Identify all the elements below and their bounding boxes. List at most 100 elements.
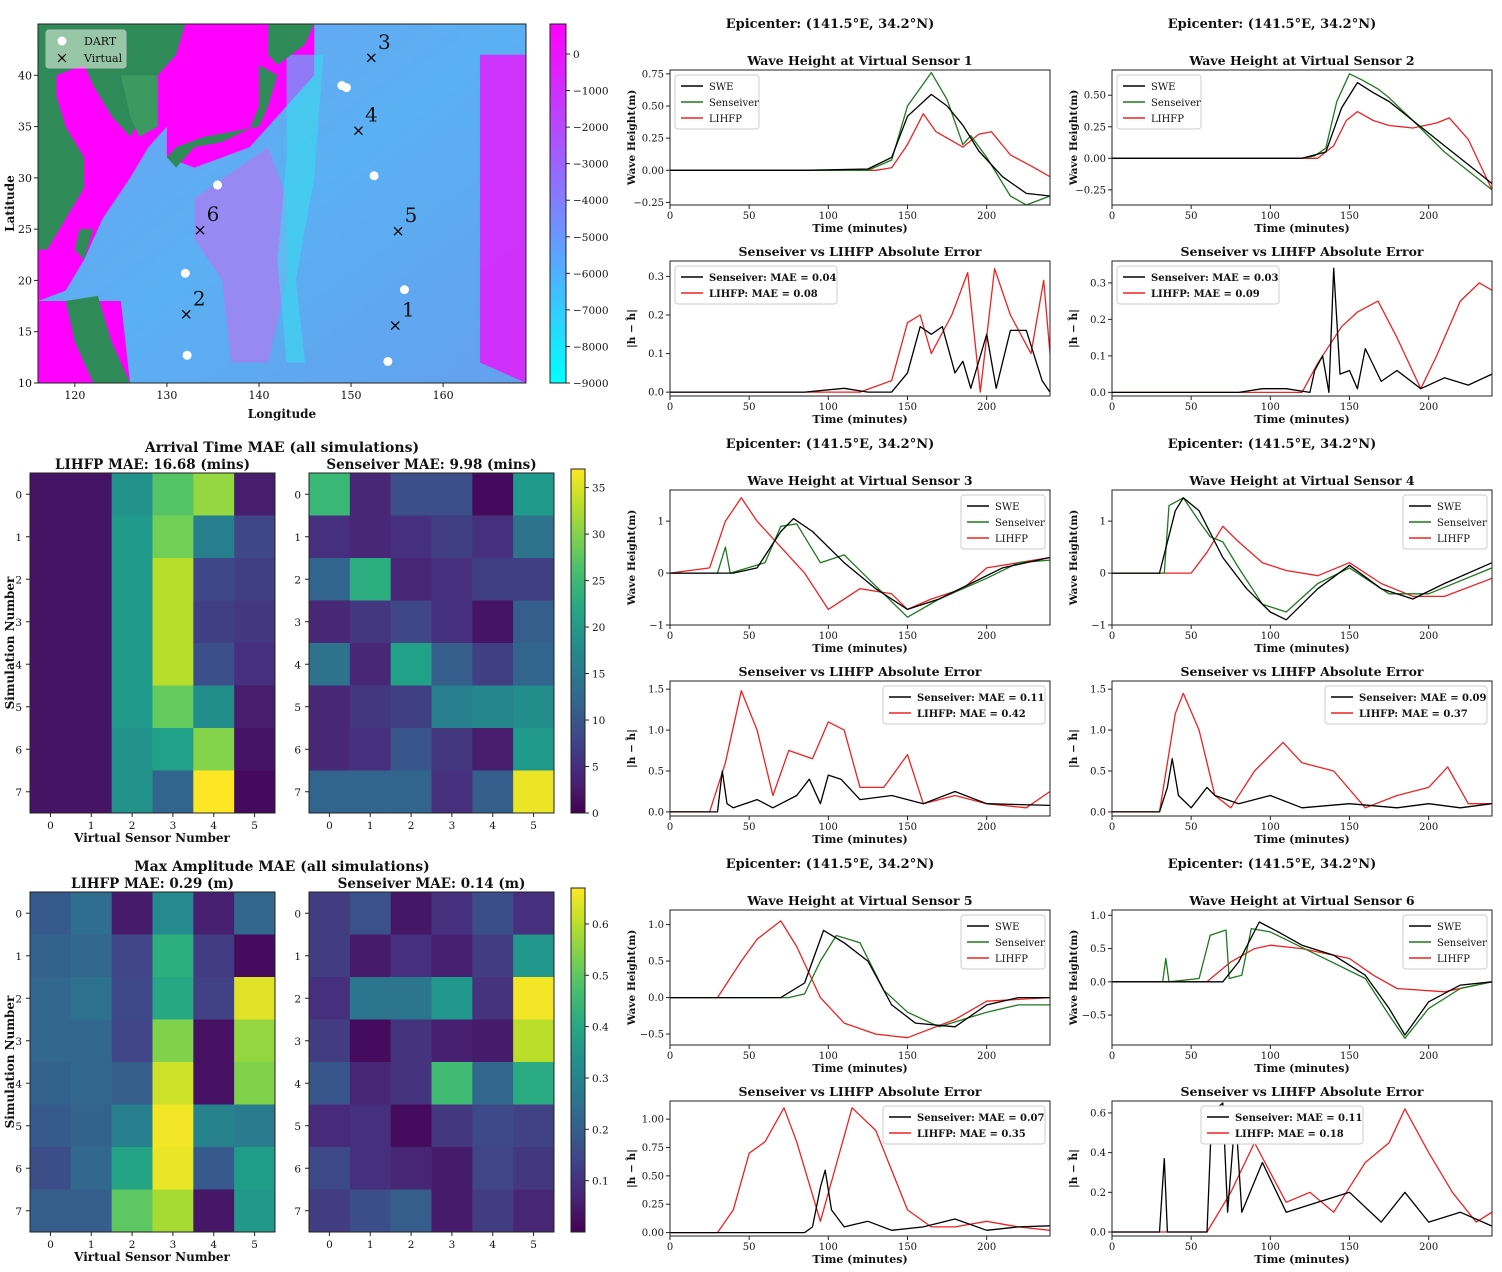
- heatmap-frame: [29, 891, 276, 1233]
- senseiver-error-line: [670, 325, 1050, 393]
- plot-legend: Senseiver: MAE = 0.04 LIHFP: MAE = 0.08: [674, 265, 838, 305]
- heatmap-cell: [349, 643, 391, 686]
- senseiver-error-line: [1112, 1102, 1492, 1233]
- y-tick-label: −1: [1091, 621, 1106, 632]
- swe-line: [670, 929, 1050, 1028]
- x-tick-label: 200: [1419, 822, 1438, 833]
- heatmap-cell: [70, 515, 112, 559]
- heatmap-cell: [70, 977, 112, 1020]
- x-tick-label: 100: [1261, 822, 1280, 833]
- heatmap-cell: [513, 558, 555, 601]
- legend-box: [1200, 1105, 1364, 1145]
- cb-tick-label: −3000: [573, 159, 609, 171]
- swe-line: [670, 517, 1050, 611]
- plot-title: Wave Height at Virtual Sensor 2: [1188, 53, 1414, 68]
- x-tick-label: 100: [1261, 211, 1280, 222]
- plot-area: [1112, 921, 1492, 1039]
- y-tick-label: 1.5: [1090, 685, 1106, 696]
- heatmap-cell: [513, 685, 555, 729]
- legend-box: [1116, 265, 1280, 305]
- heatmap-cell: [30, 770, 72, 814]
- y-tick-label: 0: [658, 569, 664, 580]
- legend-label: LIHFP: [709, 114, 742, 125]
- heatmap-xlabel: Virtual Sensor Number: [73, 831, 230, 845]
- y-tick-label: 0: [15, 489, 22, 501]
- x-tick-label: 1: [88, 820, 95, 832]
- legend-label: LIHFP: [1151, 114, 1184, 125]
- plot-ylabel: |h − ĥ|: [624, 1149, 638, 1188]
- plot-title: Wave Height at Virtual Sensor 6: [1188, 893, 1415, 908]
- legend-label: SWE: [995, 502, 1019, 513]
- heatmap-cell: [513, 1104, 555, 1148]
- x-tick-label: 3: [170, 1239, 177, 1251]
- plot-xlabel: Time (minutes): [1254, 833, 1349, 846]
- heatmap-cell: [309, 643, 351, 686]
- heatmap-cell: [390, 473, 432, 516]
- legend-label: LIHFP: [1437, 954, 1470, 965]
- land-honshu: [166, 65, 278, 168]
- heatmap-cell: [234, 643, 276, 686]
- lihfp-line: [670, 113, 1050, 178]
- y-tick-label: −0.25: [1075, 185, 1106, 196]
- heatmap-cell: [390, 1062, 432, 1105]
- senseiver-line: [670, 934, 1050, 1028]
- heatmap-cell: [309, 1019, 351, 1063]
- heatmap-cell: [111, 892, 153, 935]
- y-tick-label: 1.0: [1090, 911, 1106, 922]
- heatmap-cell: [193, 1019, 235, 1063]
- heatmap-cell: [152, 1062, 194, 1105]
- plot-xlabel: Time (minutes): [812, 222, 907, 235]
- heatmap-cell: [431, 558, 473, 601]
- y-tick-label: 7: [15, 1206, 22, 1218]
- line-plot: Wave Height at Virtual Sensor 3 0 50 100 150…: [626, 473, 1051, 655]
- plot-title: Wave Height at Virtual Sensor 5: [746, 893, 972, 908]
- plot-ylabel: Wave Height(m): [626, 930, 638, 1027]
- heatmap-cell: [111, 1189, 153, 1233]
- heatmap-cell: [30, 1062, 72, 1105]
- legend-label: Senseiver: [995, 518, 1045, 529]
- plot-area: [1112, 1102, 1492, 1233]
- heatmap-frame: [29, 472, 276, 814]
- heatmap-cell: [152, 558, 194, 601]
- heatmap-cell: [349, 934, 391, 978]
- x-tick-label: 200: [1419, 211, 1438, 222]
- heatmap-cell: [152, 1147, 194, 1190]
- heatmap-cell: [152, 1189, 194, 1233]
- x-tick-label: 4: [489, 820, 496, 832]
- plot-ylabel: |h − ĥ|: [1066, 729, 1080, 768]
- heatmap-cell: [390, 558, 432, 601]
- x-tick-label: 200: [977, 402, 996, 413]
- cb-tick-label: −4000: [573, 195, 609, 207]
- y-tick-label: 2: [294, 993, 301, 1005]
- heatmap-xlabel: Virtual Sensor Number: [73, 1250, 230, 1264]
- plot-area: [1112, 267, 1492, 394]
- sensor-panel-4: Epicenter: (141.5°E, 34.2°N) Wave Height …: [1066, 437, 1493, 846]
- heatmap-cell: [513, 977, 555, 1020]
- map-ylabel: Latitude: [3, 175, 17, 232]
- plot-frame: [669, 489, 1051, 626]
- heatmap-cell: [152, 770, 194, 814]
- virtual-marker: [195, 225, 205, 235]
- x-tick-label: 1: [367, 1239, 374, 1251]
- heatmap-cell: [30, 558, 72, 601]
- x-tick-label: 4: [489, 1239, 496, 1251]
- legend-label: Senseiver: MAE = 0.11: [917, 693, 1044, 704]
- legend-dart-marker: [57, 36, 67, 46]
- x-tick-label: 0: [1109, 1051, 1115, 1062]
- x-tick-label: 100: [819, 822, 838, 833]
- heatmap-cell: [152, 1019, 194, 1063]
- heatmap-cell: [513, 770, 555, 814]
- heatmap-cell: [152, 728, 194, 771]
- heatmap-cell: [234, 1189, 276, 1233]
- x-tick-label: 150: [898, 822, 917, 833]
- plot-frame: [669, 1100, 1051, 1237]
- y-tick-label: −0.5: [640, 1030, 664, 1041]
- heatmap-cell: [111, 770, 153, 814]
- heatmap-cell: [309, 473, 351, 516]
- legend-label: SWE: [1437, 922, 1461, 933]
- heatmap-cell: [390, 515, 432, 559]
- x-tick-label: 150: [898, 631, 917, 642]
- y-tick-label: 0.0: [1090, 388, 1106, 399]
- heatmap-cell: [111, 1019, 153, 1063]
- x-tick-label: 200: [1419, 631, 1438, 642]
